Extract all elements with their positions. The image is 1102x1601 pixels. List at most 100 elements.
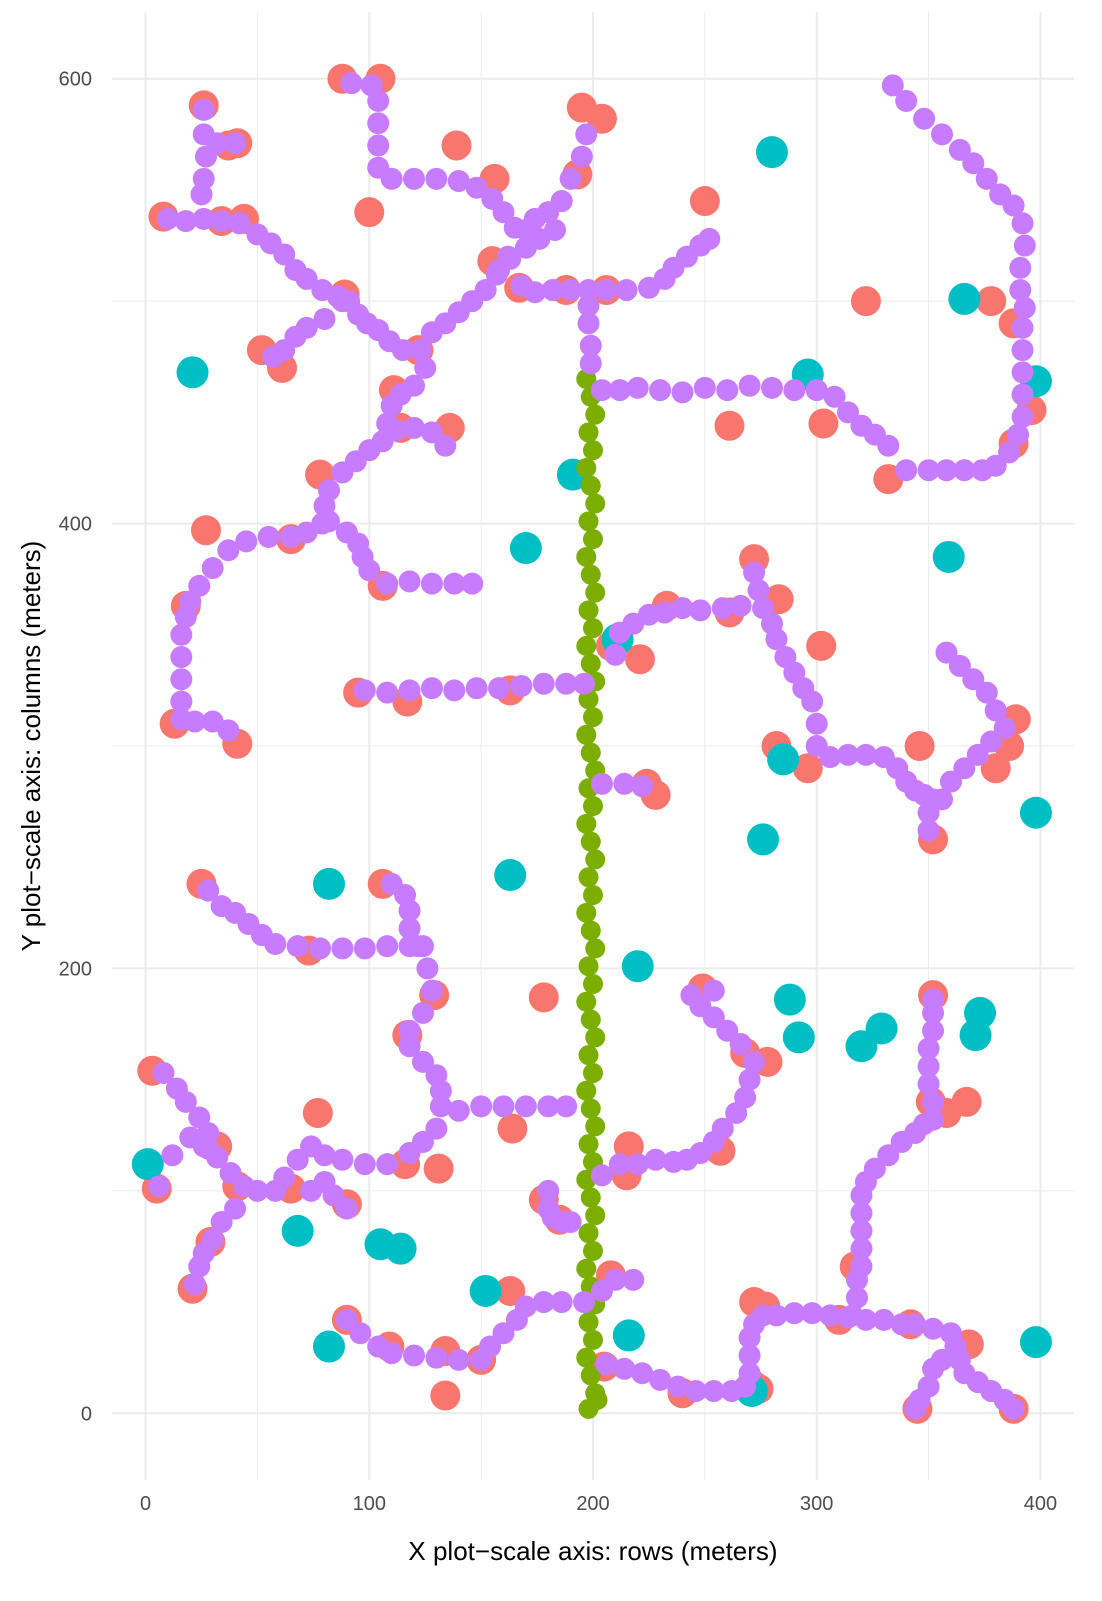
data-point — [469, 1274, 502, 1307]
data-point — [537, 1179, 560, 1202]
data-point — [210, 210, 233, 233]
data-point — [872, 1308, 895, 1331]
data-point — [1002, 1397, 1025, 1420]
data-point — [197, 1137, 220, 1160]
data-point — [367, 1335, 390, 1358]
data-point — [729, 1033, 752, 1056]
data-point — [313, 867, 346, 900]
data-point — [966, 743, 989, 766]
data-point — [578, 422, 599, 443]
data-point — [420, 677, 443, 700]
data-point — [604, 643, 627, 666]
data-point — [583, 885, 603, 906]
data-point — [917, 459, 940, 482]
data-point — [993, 717, 1016, 740]
data-point — [550, 1291, 573, 1314]
data-point — [340, 72, 363, 95]
data-point — [403, 1344, 426, 1367]
data-point — [580, 1365, 601, 1386]
data-point — [197, 1122, 220, 1145]
data-point — [922, 1019, 945, 1042]
data-point — [734, 1086, 757, 1109]
data-point — [585, 1116, 606, 1137]
data-point — [808, 408, 839, 439]
data-point — [398, 570, 421, 593]
data-point — [953, 459, 976, 482]
data-point — [1007, 423, 1030, 446]
data-point — [576, 991, 597, 1012]
data-point — [590, 379, 613, 402]
data-point — [576, 635, 597, 656]
data-point — [353, 1153, 376, 1176]
data-point — [863, 1157, 886, 1180]
data-point — [331, 1148, 354, 1171]
data-point — [423, 1153, 454, 1184]
data-point — [331, 937, 354, 960]
data-point — [492, 1322, 515, 1345]
data-point — [953, 757, 976, 780]
data-point — [470, 1095, 493, 1118]
data-point — [962, 668, 985, 691]
data-point — [624, 644, 655, 675]
data-point — [131, 1148, 164, 1181]
data-point — [1011, 316, 1034, 339]
data-point — [217, 539, 240, 562]
y-tick-label: 400 — [59, 514, 92, 536]
data-point — [235, 530, 258, 553]
data-point — [550, 190, 573, 213]
data-point — [931, 1348, 954, 1371]
data-point — [409, 339, 432, 362]
data-point — [318, 510, 341, 533]
data-point — [1009, 256, 1032, 279]
data-point — [951, 1086, 982, 1117]
data-point — [514, 236, 537, 259]
data-point — [622, 1268, 645, 1291]
data-point — [170, 668, 193, 691]
data-point — [580, 1098, 601, 1119]
data-point — [801, 690, 824, 713]
data-point — [1011, 212, 1034, 235]
data-point — [492, 201, 515, 224]
data-point — [201, 557, 224, 580]
data-point — [738, 1344, 761, 1367]
data-point — [580, 564, 601, 585]
data-point — [931, 788, 954, 811]
data-point — [583, 440, 603, 461]
data-point — [604, 1268, 627, 1291]
data-point — [262, 345, 285, 368]
data-point — [975, 681, 998, 704]
data-point — [570, 145, 593, 168]
data-point — [579, 352, 602, 375]
data-point — [613, 772, 636, 795]
data-point — [590, 772, 613, 795]
data-point — [447, 1099, 470, 1122]
data-point — [575, 123, 598, 146]
data-point — [917, 1037, 940, 1060]
data-point — [514, 1095, 537, 1118]
data-point — [984, 454, 1007, 477]
data-point — [684, 1380, 707, 1403]
data-point — [578, 867, 599, 888]
data-point — [353, 937, 376, 960]
data-point — [980, 730, 1003, 753]
data-point — [559, 167, 582, 190]
data-point — [585, 1027, 606, 1048]
data-point — [407, 935, 430, 958]
x-tick-label: 0 — [140, 1493, 151, 1515]
data-point — [931, 123, 954, 146]
data-point — [904, 731, 935, 761]
data-point — [667, 1375, 690, 1398]
data-point — [865, 1012, 898, 1045]
data-point — [585, 582, 606, 603]
data-point — [783, 1302, 806, 1325]
x-tick-label: 400 — [1024, 1493, 1057, 1515]
data-point — [765, 1304, 788, 1327]
data-point — [580, 920, 601, 941]
data-point — [573, 672, 596, 695]
data-point — [219, 1162, 242, 1185]
data-point — [782, 1021, 815, 1054]
data-point — [583, 973, 603, 994]
data-point — [353, 679, 376, 702]
data-point — [264, 932, 287, 955]
y-tick-label: 200 — [59, 958, 92, 980]
